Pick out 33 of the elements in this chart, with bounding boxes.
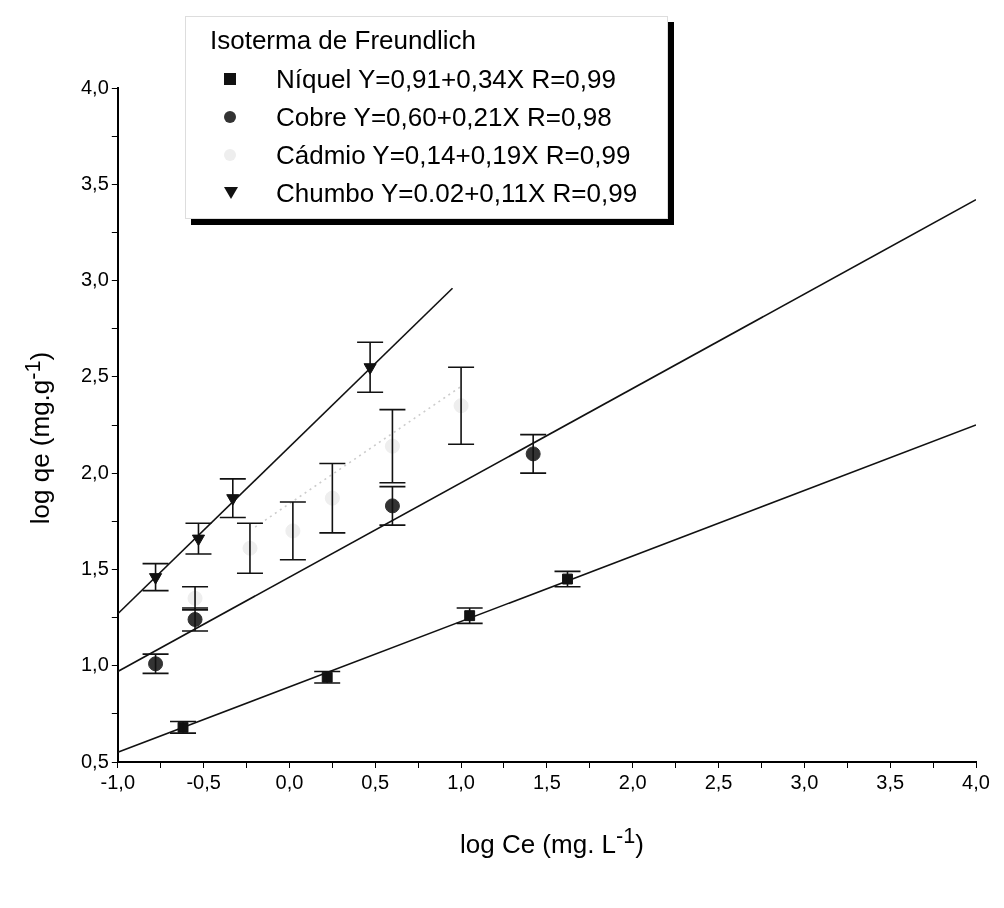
legend-label: Cádmio Y=0,14+0,19X R=0,99 [276,139,631,172]
x-tick-label: -1,0 [100,770,136,793]
x-tick-label: 0,5 [361,770,390,793]
x-tick-label: 1,0 [447,770,475,793]
y-tick-label: 0,5 [80,749,109,772]
y-tick-label: 2,0 [80,460,109,483]
legend-label: Cobre Y=0,60+0,21X R=0,98 [276,101,612,134]
x-tick-label: 3,0 [790,770,819,793]
x-tick-label: 4,0 [962,770,990,793]
point [384,438,400,454]
point [191,534,206,547]
point [384,498,400,514]
x-tick-label: 2,5 [704,770,733,793]
point [149,573,163,585]
point [464,610,476,622]
legend-label: Chumbo Y=0.02+0,11X R=0,99 [276,177,638,210]
x-tick-label: 2,0 [618,770,647,793]
x-tick-label: 3,5 [876,770,905,793]
y-tick-label: 4,0 [80,75,109,98]
y-tick-label: 1,0 [80,653,109,676]
legend-title: Isoterma de Freundlich [210,25,477,56]
y-tick-label: 3,0 [80,268,109,291]
y-tick-label: 3,5 [80,171,109,194]
y-tick-label: 1,5 [80,556,109,579]
x-tick-label: -0,5 [186,770,221,793]
point [562,573,573,585]
x-tick-label: 1,5 [533,770,561,793]
y-tick-label: 2,5 [80,364,109,387]
legend-label: Níquel Y=0,91+0,34X R=0,99 [276,63,616,96]
point [324,490,340,506]
x-axis-title: log Ce (mg. L$^{-1}$) [459,823,645,860]
point [148,656,164,672]
x-tick-label: 0,0 [275,770,304,793]
